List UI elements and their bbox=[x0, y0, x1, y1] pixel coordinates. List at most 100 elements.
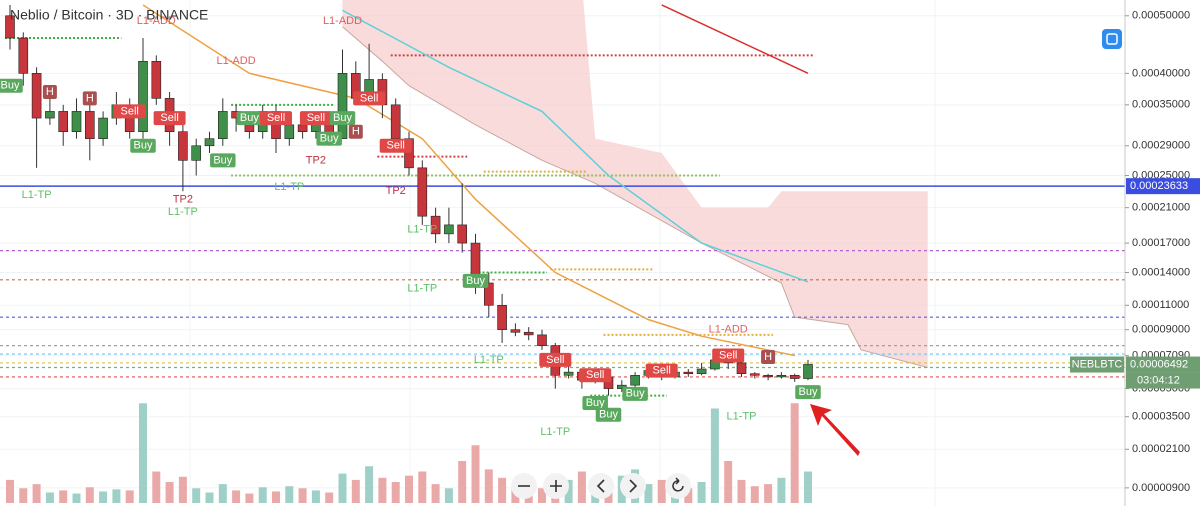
signal-label: Sell bbox=[307, 112, 325, 124]
volume-bar bbox=[298, 488, 307, 503]
signal-badge bbox=[299, 111, 332, 126]
signal-badge bbox=[329, 111, 356, 126]
zoom-toolbar bbox=[511, 473, 691, 499]
signal-label: Buy bbox=[333, 112, 352, 124]
signal-label: Sell bbox=[387, 140, 405, 152]
chart-title: Neblio / Bitcoin · 3D · BINANCE bbox=[10, 7, 208, 23]
volume-bar bbox=[697, 482, 706, 503]
volume-bar bbox=[737, 479, 746, 503]
signal-badge bbox=[260, 111, 292, 126]
candle-body bbox=[563, 371, 574, 376]
volume-bar bbox=[724, 461, 733, 503]
signal-badge bbox=[316, 131, 342, 146]
signal-label: L1-ADD bbox=[137, 15, 176, 27]
candle-body bbox=[763, 375, 773, 378]
volume-bar bbox=[365, 466, 374, 503]
volume-bar bbox=[644, 484, 653, 503]
volume-bar bbox=[218, 484, 227, 503]
volume-bar bbox=[378, 477, 387, 503]
candle-body bbox=[204, 138, 215, 147]
candle-body bbox=[497, 304, 507, 330]
moving-average bbox=[342, 9, 809, 283]
overlay: 0.00050000 0.00040000 0.00035000 0.00029000… bbox=[1070, 10, 1200, 494]
volume-bar bbox=[777, 477, 786, 503]
candle-body bbox=[789, 375, 800, 379]
price-label: 0.00006492 bbox=[1130, 358, 1188, 370]
countdown-label: 03:04:12 bbox=[1137, 374, 1180, 386]
scroll-left-button[interactable] bbox=[588, 473, 614, 499]
candle-body bbox=[191, 145, 201, 161]
hline-label-box bbox=[1126, 178, 1200, 195]
candle-body bbox=[776, 375, 787, 378]
candle-body bbox=[297, 124, 308, 132]
ichimoku-cloud bbox=[342, 0, 928, 368]
y-tick-label: 0.00003500 bbox=[1132, 411, 1190, 423]
volume-bar bbox=[45, 492, 54, 503]
y-tick-label: 0.00009000 bbox=[1132, 324, 1190, 336]
y-tick-label: 0.00011000 bbox=[1132, 299, 1189, 311]
candle-body bbox=[5, 15, 15, 39]
volume-bar bbox=[205, 492, 214, 503]
signal-label: Buy bbox=[626, 388, 645, 400]
signal-badge bbox=[130, 138, 156, 153]
volume-bar bbox=[538, 488, 546, 503]
countdown-box bbox=[1126, 372, 1200, 389]
volume-bar bbox=[245, 493, 254, 503]
volume-bar bbox=[684, 488, 693, 503]
candle-body bbox=[683, 371, 694, 375]
candle-body bbox=[151, 61, 162, 99]
candle-body bbox=[430, 215, 441, 235]
volume-bar bbox=[351, 479, 360, 503]
volume-bar bbox=[325, 492, 334, 503]
signal-label: L1-TP bbox=[474, 354, 504, 366]
volume-bar bbox=[750, 486, 759, 503]
volume-bar bbox=[165, 482, 174, 503]
volume-bar bbox=[232, 490, 241, 503]
volume-bar bbox=[6, 479, 14, 503]
signal-badge bbox=[595, 407, 622, 422]
volume-bar bbox=[444, 488, 453, 503]
signal-label: TP2 bbox=[306, 154, 326, 166]
y-tick-label: 0.00040000 bbox=[1132, 67, 1190, 79]
settings-button[interactable] bbox=[1102, 29, 1122, 49]
signal-label: Sell bbox=[121, 105, 139, 117]
signal-label: L1-TP bbox=[727, 411, 757, 423]
signal-badge bbox=[579, 368, 612, 383]
volume-bar bbox=[59, 490, 68, 503]
candle-body bbox=[749, 373, 760, 376]
scroll-right-button[interactable] bbox=[620, 473, 646, 499]
signal-badge bbox=[462, 273, 489, 288]
signal-label: L1-TP bbox=[168, 206, 198, 218]
volume-bar bbox=[152, 471, 161, 503]
volume-bar bbox=[139, 403, 147, 503]
volume-bar bbox=[458, 461, 467, 503]
y-tick-label: 0.00050000 bbox=[1132, 10, 1190, 22]
volume-bar bbox=[564, 479, 573, 503]
volume-bar bbox=[418, 471, 427, 503]
volume-bar bbox=[498, 477, 507, 503]
candle-body bbox=[803, 364, 813, 379]
signal-label: L1-TP bbox=[540, 426, 570, 438]
scroll-right-icon bbox=[629, 479, 638, 493]
candle-body bbox=[537, 334, 547, 346]
signal-label: L1-ADD bbox=[709, 324, 748, 336]
volume-bar bbox=[125, 490, 134, 503]
signal-badge bbox=[795, 385, 821, 400]
reset-button[interactable] bbox=[665, 473, 691, 499]
signal-badge bbox=[353, 91, 386, 106]
signal-label: L1-TP bbox=[407, 223, 437, 235]
signal-label: L1-ADD bbox=[217, 55, 256, 67]
signal-label: L1-ADD bbox=[323, 15, 362, 27]
signal-label: H bbox=[86, 92, 94, 104]
y-tick-label: 0.00000900 bbox=[1132, 482, 1190, 494]
signal-badge bbox=[113, 104, 146, 119]
hline-label: 0.00023633 bbox=[1130, 180, 1188, 192]
y-tick-label: 0.00021000 bbox=[1132, 202, 1190, 214]
candle-body bbox=[404, 138, 414, 169]
signal-badge bbox=[539, 352, 572, 367]
volume-bar bbox=[804, 471, 812, 503]
y-tick-label: 0.00014000 bbox=[1132, 266, 1190, 278]
signal-label: H bbox=[352, 126, 360, 138]
